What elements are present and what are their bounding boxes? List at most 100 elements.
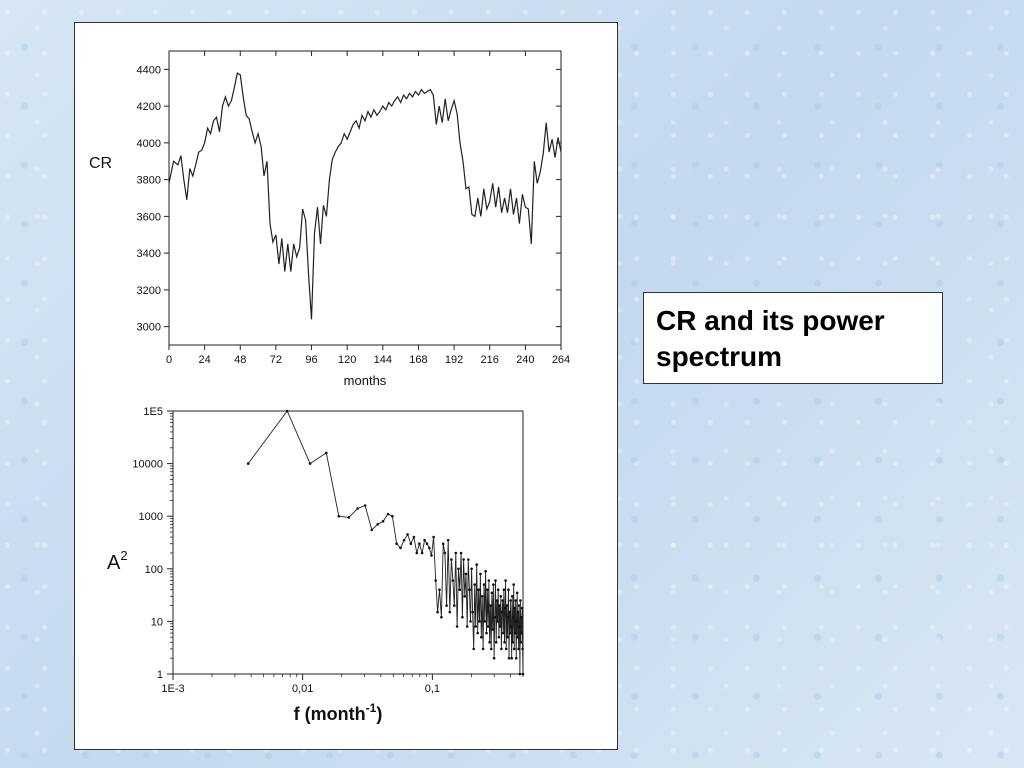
spectrum-point <box>478 620 481 623</box>
spectrum-point <box>508 631 512 635</box>
spectrum-point <box>441 542 445 545</box>
y-tick-label: 100 <box>145 564 163 576</box>
x-axis-label: f (month-1) <box>294 701 383 724</box>
spectrum-point <box>496 620 499 623</box>
spectrum-point <box>476 631 480 635</box>
spectrum-point <box>496 588 500 591</box>
x-axis-label-main: f (month <box>294 704 366 724</box>
spectrum-point <box>443 551 447 555</box>
spectrum-point <box>509 625 513 628</box>
spectrum-point <box>370 528 374 532</box>
plot-frame <box>168 50 562 346</box>
spectrum-point <box>473 583 477 586</box>
spectrum-point <box>450 558 453 561</box>
y-tick-label: 1000 <box>139 511 163 523</box>
y-tick-label: 3600 <box>137 211 161 223</box>
spectrum-point <box>415 551 419 555</box>
spectrum-point <box>520 615 523 619</box>
spectrum-point <box>512 647 516 651</box>
spectrum-point <box>519 599 522 602</box>
y-tick-label: 4000 <box>137 138 161 150</box>
x-tick-label: 216 <box>481 354 499 366</box>
spectrum-point <box>448 610 452 614</box>
spectrum-point <box>490 591 494 595</box>
spectrum-point <box>474 625 478 628</box>
spectrum-point <box>486 588 489 591</box>
spectrum-point <box>445 604 448 607</box>
spectrum-point <box>500 610 504 614</box>
y-axis-label: A2 <box>107 548 128 574</box>
spectrum-point <box>462 558 465 561</box>
x-tick-label: 48 <box>234 354 246 366</box>
spectrum-point <box>481 647 485 651</box>
spectrum-point <box>518 672 522 676</box>
x-tick-label: 0 <box>166 354 172 366</box>
spectrum-point <box>480 595 484 598</box>
spectrum-point <box>491 628 495 631</box>
spectrum-point <box>489 647 493 651</box>
spectrum-point <box>520 606 524 610</box>
x-tick-label: 0,01 <box>292 683 313 695</box>
y-tick-label: 4400 <box>137 64 161 76</box>
caption-box: CR and its power spectrum <box>643 292 943 384</box>
spectrum-point <box>501 599 505 602</box>
spectrum-point <box>337 514 341 518</box>
spectrum-point <box>464 572 468 576</box>
y-tick-label: 3800 <box>137 175 161 187</box>
spectrum-point <box>515 620 518 623</box>
spectrum-point <box>499 595 503 598</box>
spectrum-point <box>475 563 479 566</box>
spectrum-point <box>406 533 409 536</box>
spectrum-point <box>517 604 521 607</box>
spectrum-point <box>514 656 518 660</box>
spectrum-point <box>468 588 471 591</box>
spectrum-point <box>482 583 486 586</box>
x-tick-label: 1E-3 <box>161 683 184 695</box>
spectrum-point <box>511 615 515 619</box>
x-axis-label: months <box>344 373 387 388</box>
x-tick-label: 192 <box>445 354 463 366</box>
spectrum-point <box>513 606 516 610</box>
spectrum-point <box>246 462 250 465</box>
x-tick-label: 240 <box>516 354 534 366</box>
spectrum-point <box>514 599 517 602</box>
spectrum-point <box>508 610 511 614</box>
spectrum-point <box>500 647 503 651</box>
spectrum-point <box>516 610 520 614</box>
x-axis-label-tail: ) <box>376 704 382 724</box>
plot-frame <box>172 410 524 675</box>
spectrum-point <box>477 588 480 591</box>
spectrum-point <box>459 551 463 555</box>
y-tick-label: 3000 <box>137 322 161 334</box>
spectrum-series-line <box>247 410 524 675</box>
spectrum-point <box>430 554 433 557</box>
spectrum-point <box>510 595 514 598</box>
spectrum-point <box>521 672 525 676</box>
spectrum-point <box>395 542 398 545</box>
y-tick-label: 1E5 <box>143 406 163 418</box>
spectrum-point <box>512 583 515 586</box>
spectrum-point <box>521 647 524 651</box>
x-tick-label: 264 <box>552 354 570 366</box>
y-tick-label: 3400 <box>137 248 161 260</box>
spectrum-point <box>285 409 289 413</box>
spectrum-point <box>479 572 482 576</box>
spectrum-point <box>494 641 498 644</box>
y-tick-label: 4200 <box>137 101 161 113</box>
spectrum-point <box>518 625 521 628</box>
spectrum-point <box>492 656 496 660</box>
spectrum-point <box>446 538 450 542</box>
spectrum-point <box>440 615 443 619</box>
y-axis-label-main: A <box>107 552 121 574</box>
spectrum-point <box>465 625 469 628</box>
spectrum-point <box>498 604 501 607</box>
spectrum-point <box>484 569 487 573</box>
caption-text: CR and its power spectrum <box>656 305 885 372</box>
spectrum-point <box>425 542 429 545</box>
spectrum-point <box>363 504 367 507</box>
power-spectrum-chart: 1E-3 0,01 0,1 1 10 100 1000 10000 1E5 f (month-1)… <box>107 406 525 724</box>
spectrum-point <box>418 542 421 545</box>
spectrum-point <box>308 462 312 465</box>
spectrum-point <box>505 604 509 607</box>
spectrum-point <box>516 635 519 639</box>
